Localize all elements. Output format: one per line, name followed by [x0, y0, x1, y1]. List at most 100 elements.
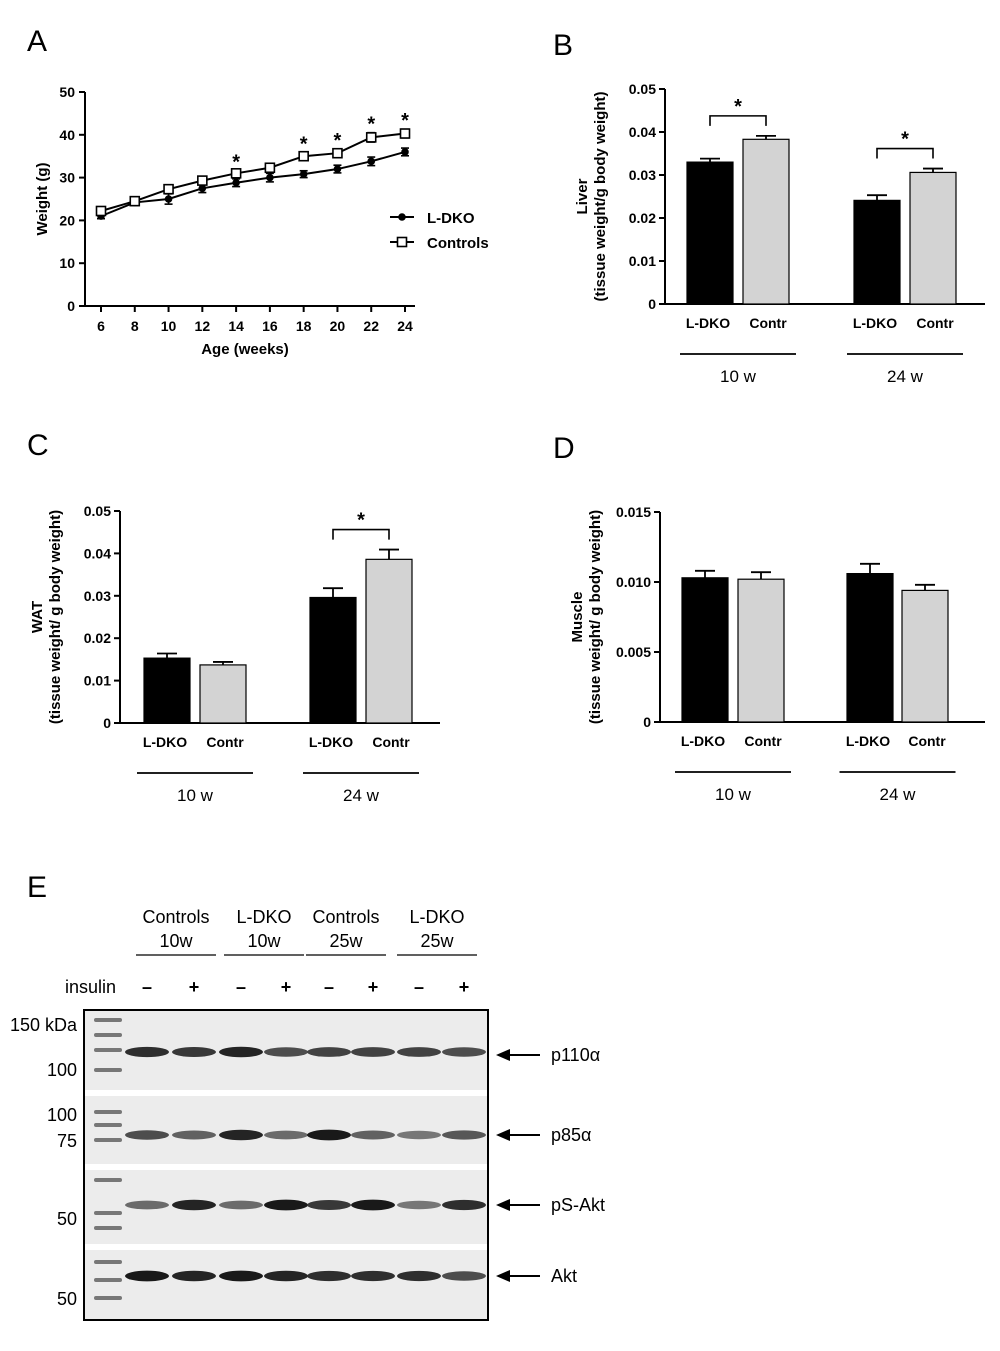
blot-band	[219, 1046, 263, 1058]
bar-label: Contr	[916, 315, 954, 331]
bar-contr	[365, 558, 413, 724]
bar-l-dko	[686, 161, 734, 305]
bar-contr	[199, 664, 247, 724]
blot-band	[397, 1270, 441, 1282]
y-tick-label: 0.005	[616, 644, 651, 660]
panel-label-a: A	[27, 25, 47, 58]
y-tick-label: 0	[103, 715, 111, 731]
blot-band	[125, 1200, 169, 1210]
x-tick-label-a: 12	[195, 318, 211, 334]
blot-band	[219, 1270, 263, 1282]
bar-label: Contr	[749, 315, 787, 331]
protein-label: pS-Akt	[551, 1195, 605, 1215]
y-axis-subtitle: (tissue weight/g body weight)	[592, 91, 609, 301]
data-point-controls	[95, 205, 107, 217]
x-tick-label-a: 24	[397, 318, 413, 334]
series-line-controls	[100, 132, 406, 212]
bar-l-dko	[309, 596, 357, 724]
bar-contr	[909, 171, 957, 305]
data-point-controls	[129, 195, 141, 207]
bar-contr	[901, 589, 949, 723]
panel-label-b: B	[553, 29, 573, 62]
group-label: 10 w	[177, 786, 214, 805]
protein-arrow-head	[496, 1199, 510, 1211]
insulin-label: insulin	[65, 977, 116, 997]
data-point-ldko	[266, 173, 274, 182]
y-tick-label-a: 20	[59, 212, 75, 228]
blot-group-age: 25w	[420, 931, 454, 951]
blot-band	[442, 1130, 486, 1140]
y-tick-label: 0.04	[629, 124, 656, 140]
ladder-band	[94, 1138, 122, 1142]
blot-group-age: 10w	[159, 931, 193, 951]
bar-contr	[737, 578, 785, 723]
x-tick-label-a: 14	[228, 318, 244, 334]
data-point-controls	[399, 128, 411, 139]
data-point-controls	[298, 150, 309, 162]
data-point-ldko	[333, 165, 342, 173]
blot-band	[442, 1047, 486, 1057]
data-point-controls	[365, 132, 377, 143]
y-tick-label: 0	[648, 296, 656, 312]
insulin-sign: –	[142, 977, 152, 997]
significance-star: *	[901, 129, 909, 151]
significance-bracket	[332, 528, 390, 540]
x-tick-label-a: 10	[161, 318, 177, 334]
kda-marker: 100	[47, 1105, 77, 1125]
y-axis-subtitle: (tissue weight/ g body weight)	[587, 510, 604, 724]
protein-label: Akt	[551, 1266, 577, 1286]
ladder-band	[94, 1211, 122, 1215]
ladder-band	[94, 1123, 122, 1127]
y-tick-label-a: 10	[59, 255, 75, 271]
insulin-sign: –	[414, 977, 424, 997]
group-label: 24 w	[887, 367, 924, 386]
bar-label: Contr	[744, 733, 782, 749]
y-tick-label: 0.01	[84, 673, 111, 689]
blot-band	[397, 1130, 441, 1140]
bar-label: L-DKO	[853, 315, 897, 331]
bar-label: L-DKO	[143, 734, 187, 750]
data-point-ldko	[232, 178, 240, 187]
blot-band	[307, 1200, 351, 1210]
data-point-ldko	[401, 148, 409, 156]
blot-band	[307, 1047, 351, 1057]
data-point-controls	[332, 147, 343, 159]
protein-label: p110α	[551, 1045, 600, 1065]
protein-label: p85α	[551, 1125, 591, 1145]
y-tick-label: 0.04	[84, 545, 111, 561]
significance-star-a: *	[401, 110, 409, 132]
y-axis-title-a: Weight (g)	[34, 162, 51, 235]
panel-label-e: E	[27, 871, 47, 904]
western-blot-e: Controls 10w L-DKO 10w Controls 25w L-DKO 25w in…	[10, 907, 605, 1321]
bar-label: L-DKO	[686, 315, 730, 331]
bar-label: L-DKO	[846, 733, 890, 749]
panel-label-c: C	[27, 429, 49, 462]
significance-star-a: *	[300, 133, 308, 155]
x-tick-label-a: 18	[296, 318, 312, 334]
legend-label-ldko: L-DKO	[427, 210, 475, 227]
data-point-ldko	[198, 184, 207, 193]
blot-group-age: 25w	[329, 931, 363, 951]
bar-l-dko	[143, 657, 191, 724]
x-tick-label-a: 6	[97, 318, 105, 334]
kda-marker: 50	[57, 1289, 77, 1309]
blot-band	[172, 1270, 216, 1282]
y-tick-label: 0.010	[616, 574, 651, 590]
bar-l-dko	[846, 572, 894, 723]
y-tick-label-a: 40	[59, 127, 75, 143]
blot-band	[264, 1270, 308, 1282]
data-point-controls	[197, 175, 208, 186]
group-label: 10 w	[715, 785, 752, 804]
significance-star: *	[734, 96, 742, 118]
ladder-band	[94, 1068, 122, 1072]
blot-band	[397, 1200, 441, 1210]
kda-marker: 75	[57, 1131, 77, 1151]
blot-band	[125, 1270, 169, 1282]
blot-group-name: Controls	[312, 907, 379, 927]
significance-bracket	[876, 147, 934, 159]
insulin-sign: +	[189, 977, 200, 997]
x-tick-label-a: 22	[363, 318, 379, 334]
bar-label: Contr	[206, 734, 244, 750]
legend-marker-ldko	[398, 213, 406, 221]
blot-band	[264, 1199, 308, 1211]
